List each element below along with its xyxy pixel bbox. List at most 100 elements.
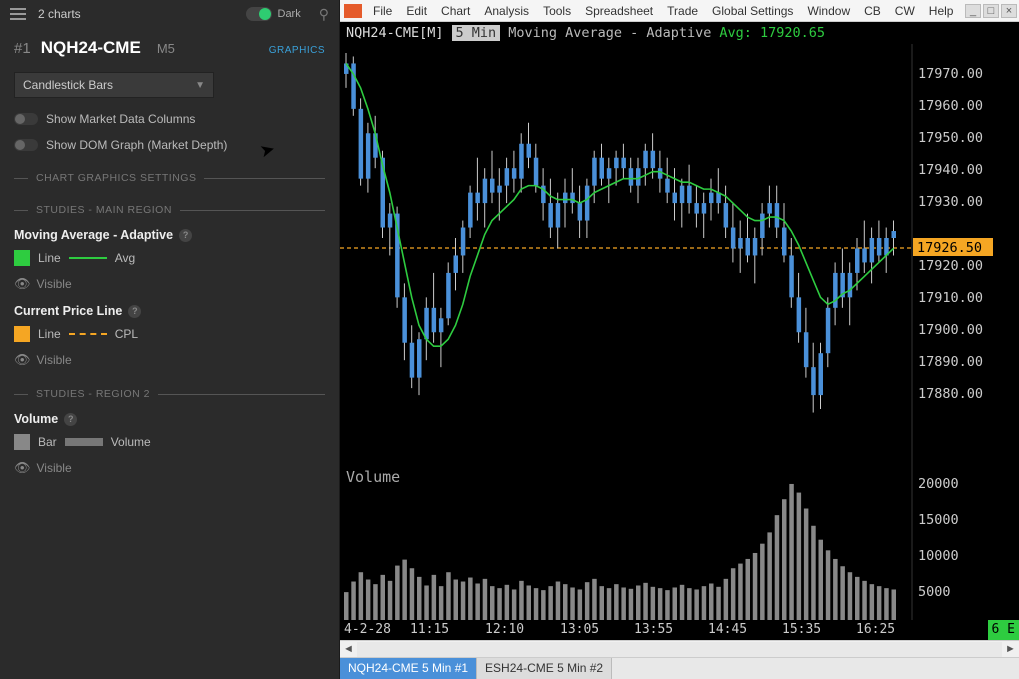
svg-text:17880.00: 17880.00 (918, 386, 983, 402)
study-title-label: Moving Average - Adaptive (14, 228, 173, 242)
menu-global-settings[interactable]: Global Settings (705, 4, 800, 18)
chart-timeframe: M5 (157, 41, 175, 56)
tab-nqh24-cme[interactable]: NQH24-CME 5 Min #1 (340, 658, 477, 679)
menu-tools[interactable]: Tools (536, 4, 578, 18)
menu-help[interactable]: Help (922, 4, 961, 18)
time-tick: 4-2-28 (344, 622, 391, 637)
color-swatch[interactable] (14, 250, 30, 266)
menu-chart[interactable]: Chart (434, 4, 477, 18)
maximize-icon[interactable]: □ (983, 4, 999, 18)
time-tick: 13:05 (560, 622, 599, 637)
toggle-switch-icon (14, 139, 38, 151)
sidebar-topbar: 2 charts Dark ⚲ (0, 0, 339, 28)
title-symbol: NQH24-CME[M] (346, 25, 444, 41)
section-studies-main: STUDIES - MAIN REGION (0, 190, 339, 222)
dash-sample-icon (69, 333, 107, 335)
visibility-toggle[interactable]: 👁 Visible (14, 352, 325, 368)
color-swatch[interactable] (14, 434, 30, 450)
help-icon[interactable]: ? (128, 305, 141, 318)
menu-icon[interactable] (10, 8, 26, 20)
svg-text:5000: 5000 (918, 584, 951, 600)
visibility-toggle[interactable]: 👁 Visible (14, 460, 325, 476)
toggle-market-columns[interactable]: Show Market Data Columns (0, 106, 339, 132)
eye-icon: 👁 (14, 460, 31, 476)
time-tick: 15:35 (782, 622, 821, 637)
time-axis-badge: 6 E (988, 620, 1019, 640)
bar-type-select[interactable]: Candlestick Bars ▼ (14, 72, 214, 98)
chart-symbol: NQH24-CME (41, 38, 141, 58)
sidebar-header: #1 NQH24-CME M5 GRAPHICS (0, 28, 339, 64)
close-icon[interactable]: × (1001, 4, 1017, 18)
section-chart-graphics: CHART GRAPHICS SETTINGS (0, 158, 339, 190)
svg-text:20000: 20000 (918, 476, 959, 492)
title-study: Moving Average - Adaptive (508, 25, 711, 41)
svg-text:17970.00: 17970.00 (918, 66, 983, 82)
time-tick: 16:25 (856, 622, 895, 637)
svg-text:17950.00: 17950.00 (918, 130, 983, 146)
time-axis: 4-2-28 11:15 12:10 13:05 13:55 14:45 15:35 16:2… (340, 620, 1019, 640)
svg-text:17930.00: 17930.00 (918, 194, 983, 210)
menu-cb[interactable]: CB (857, 4, 888, 18)
section-studies-r2: STUDIES - REGION 2 (0, 374, 339, 406)
svg-text:17940.00: 17940.00 (918, 162, 983, 178)
time-tick: 11:15 (410, 622, 449, 637)
menu-trade[interactable]: Trade (660, 4, 705, 18)
svg-text:17890.00: 17890.00 (918, 354, 983, 370)
toggle-dom-graph[interactable]: Show DOM Graph (Market Depth) (0, 132, 339, 158)
svg-text:17920.00: 17920.00 (918, 258, 983, 274)
svg-text:10000: 10000 (918, 548, 959, 564)
study-moving-average: Moving Average - Adaptive ? Line Avg 👁 V… (0, 222, 339, 298)
svg-text:17960.00: 17960.00 (918, 98, 983, 114)
scroll-track[interactable] (357, 642, 1002, 657)
menu-file[interactable]: File (366, 4, 399, 18)
svg-text:17900.00: 17900.00 (918, 322, 983, 338)
chart-index: #1 (14, 40, 31, 57)
tab-esh24-cme[interactable]: ESH24-CME 5 Min #2 (477, 658, 612, 679)
svg-text:Volume: Volume (346, 468, 400, 486)
time-tick: 13:55 (634, 622, 673, 637)
menu-window[interactable]: Window (800, 4, 857, 18)
menu-spreadsheet[interactable]: Spreadsheet (578, 4, 660, 18)
svg-text:15000: 15000 (918, 512, 959, 528)
chart-area[interactable]: 17970.00 17960.00 17950.00 17940.00 17930.00… (340, 44, 1019, 640)
visibility-toggle[interactable]: 👁 Visible (14, 276, 325, 292)
time-tick: 14:45 (708, 622, 747, 637)
chart-svg: 17970.00 17960.00 17950.00 17940.00 17930.00… (340, 44, 1019, 640)
title-timeframe: 5 Min (452, 25, 501, 41)
sidebar: 2 charts Dark ⚲ #1 NQH24-CME M5 GRAPHICS… (0, 0, 340, 679)
help-icon[interactable]: ? (179, 229, 192, 242)
help-icon[interactable]: ? (64, 413, 77, 426)
svg-text:17910.00: 17910.00 (918, 290, 983, 306)
bar-sample-icon (65, 438, 103, 446)
chevron-down-icon: ▼ (195, 80, 205, 91)
minimize-icon[interactable]: _ (965, 4, 981, 18)
menu-analysis[interactable]: Analysis (477, 4, 536, 18)
pin-icon[interactable]: ⚲ (319, 6, 329, 23)
chart-tabs: NQH24-CME 5 Min #1ESH24-CME 5 Min #2 (340, 657, 1019, 679)
title-avg-value: Avg: 17920.65 (719, 25, 825, 41)
toggle-switch-icon (14, 113, 38, 125)
study-title-label: Current Price Line (14, 304, 122, 318)
study-current-price-line: Current Price Line ? Line CPL 👁 Visible (0, 298, 339, 374)
menu-edit[interactable]: Edit (399, 4, 434, 18)
chart-title-bar: NQH24-CME[M] 5 Min Moving Average - Adap… (340, 22, 1019, 44)
scroll-right-icon[interactable]: ► (1002, 641, 1019, 658)
time-tick: 12:10 (485, 622, 524, 637)
dark-mode-toggle[interactable]: Dark (246, 7, 301, 21)
study-volume: Volume ? Bar Volume 👁 Visible (0, 406, 339, 482)
toggle-switch-icon (246, 7, 272, 21)
main-area: FileEditChartAnalysisToolsSpreadsheetTra… (340, 0, 1019, 679)
line-sample-icon (69, 257, 107, 259)
scroll-left-icon[interactable]: ◄ (340, 641, 357, 658)
horizontal-scrollbar[interactable]: ◄ ► (340, 640, 1019, 657)
color-swatch[interactable] (14, 326, 30, 342)
study-title-label: Volume (14, 412, 58, 426)
graphics-link[interactable]: GRAPHICS (269, 45, 325, 56)
menu-cw[interactable]: CW (888, 4, 922, 18)
svg-text:17926.50: 17926.50 (917, 240, 982, 256)
eye-icon: 👁 (14, 276, 31, 292)
window-buttons: _ □ × (965, 4, 1019, 18)
chart-count: 2 charts (38, 7, 81, 21)
menubar: FileEditChartAnalysisToolsSpreadsheetTra… (340, 0, 1019, 22)
app-icon[interactable] (344, 4, 362, 18)
